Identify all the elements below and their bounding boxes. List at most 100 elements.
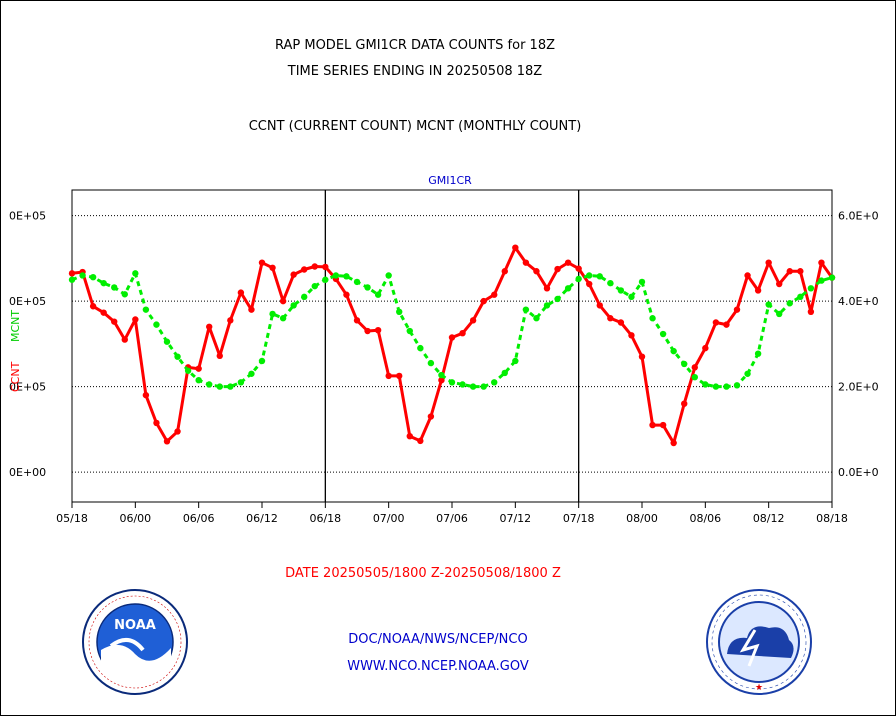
data-point-ccnt [575,265,582,272]
data-point-mcnt [132,270,139,277]
data-point-mcnt [702,381,709,388]
data-point-ccnt [797,268,804,275]
data-point-ccnt [153,419,160,427]
nws-logo: ★ [705,588,813,700]
data-point-mcnt [670,347,677,355]
y-tick-label-left: 0E+05 [9,381,46,394]
date-range: DATE 20250505/1800 Z-20250508/1800 Z [285,566,561,581]
data-point-mcnt [206,381,213,388]
data-point-mcnt [396,308,403,316]
data-point-ccnt [754,287,762,294]
data-point-mcnt [258,357,266,365]
data-point-mcnt [301,293,308,301]
data-point-ccnt [659,421,667,429]
data-point-ccnt [343,291,350,298]
data-point-mcnt [522,306,530,313]
data-point-ccnt [776,280,783,288]
x-tick-label: 08/00 [626,512,658,525]
svg-text:★: ★ [755,683,763,693]
data-point-mcnt [227,383,234,390]
data-point-ccnt [206,323,213,330]
y-tick-label-right: 6.0E+0 [838,210,879,223]
data-point-ccnt [438,376,445,384]
x-tick-label: 08/18 [816,512,848,525]
x-tick-label: 05/18 [56,512,88,525]
data-point-mcnt [776,310,783,318]
data-point-mcnt [311,282,318,290]
data-point-mcnt [807,285,815,292]
data-point-ccnt [121,336,128,343]
data-point-mcnt [68,276,76,283]
data-point-ccnt [702,344,709,352]
x-tick-label: 07/00 [373,512,405,525]
data-point-mcnt [691,374,698,381]
y-tick-label-right: 2.0E+0 [838,381,879,394]
x-tick-label: 06/06 [183,512,215,525]
data-point-mcnt [828,274,836,281]
series-line-ccnt [71,246,834,445]
data-point-ccnt [723,321,730,328]
data-point-mcnt [723,383,730,390]
data-point-ccnt [385,372,392,380]
data-point-mcnt [374,291,382,298]
data-point-ccnt [227,317,234,324]
data-point-ccnt [554,265,561,273]
y-tick-label-left: 0E+05 [9,295,46,308]
data-point-ccnt [586,280,593,288]
data-point-ccnt [68,270,76,277]
data-point-ccnt [364,327,371,335]
data-point-mcnt [100,279,107,287]
x-tick-label: 08/12 [753,512,785,525]
data-point-mcnt [163,338,171,345]
data-point-mcnt [786,300,793,307]
data-point-ccnt [459,329,466,337]
series-layer [68,244,836,447]
data-point-mcnt [533,315,540,322]
y-axis-label-mcnt: MCNT [9,310,22,342]
data-point-ccnt [290,271,297,278]
data-point-mcnt [543,302,551,309]
data-point-mcnt [364,284,371,291]
x-tick-label: 07/18 [563,512,595,525]
data-point-ccnt [670,439,677,447]
data-point-ccnt [195,365,202,372]
data-point-ccnt [353,317,361,324]
data-point-ccnt [491,291,498,298]
axis-layer: 0E+00 0.0E+0 0E+05 2.0E+0 0E+05 4.0E+0 0E+05 6.… [9,189,879,525]
chart-title-line-1: RAP MODEL GMI1CR DATA COUNTS for 18Z [274,38,555,53]
data-point-ccnt [786,268,793,275]
data-point-ccnt [132,316,139,323]
data-point-mcnt [617,287,625,294]
data-point-ccnt [818,259,825,266]
x-tick-label: 06/18 [309,512,341,525]
noaa-logo: NOAA [81,588,189,700]
data-point-ccnt [142,391,150,399]
data-point-mcnt [417,344,424,352]
data-point-ccnt [681,400,688,407]
data-point-mcnt [448,379,456,386]
data-point-mcnt [638,278,646,286]
data-point-mcnt [754,350,762,357]
data-point-mcnt [237,379,245,386]
data-point-mcnt [712,383,720,390]
data-point-ccnt [712,319,720,326]
data-point-mcnt [142,306,150,313]
data-point-ccnt [406,432,413,440]
data-point-ccnt [163,438,171,445]
data-point-ccnt [564,259,572,266]
data-point-mcnt [733,382,741,389]
data-point-ccnt [596,302,603,309]
data-point-mcnt [406,327,413,335]
y-tick-label-left: 0E+05 [9,210,46,223]
data-point-mcnt [353,278,361,286]
data-point-mcnt [512,357,519,365]
data-point-mcnt [744,370,751,377]
data-point-mcnt [89,273,97,281]
data-point-ccnt [417,437,424,445]
data-point-mcnt [121,291,128,298]
data-point-ccnt [174,428,181,435]
website-link[interactable]: WWW.NCO.NCEP.NOAA.GOV [347,659,529,674]
data-point-ccnt [279,297,287,305]
data-point-mcnt [427,359,435,367]
data-point-mcnt [184,367,192,374]
